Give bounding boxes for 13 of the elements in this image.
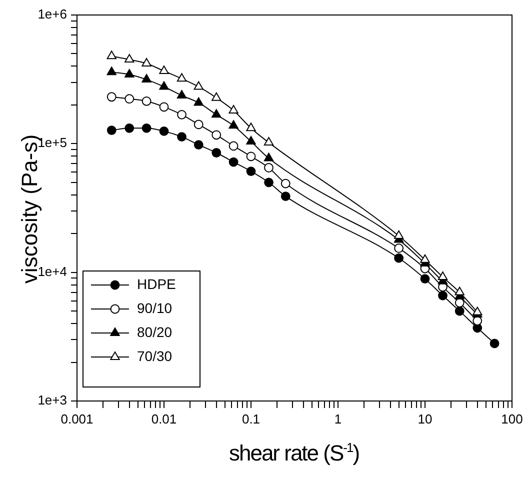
legend-label: 70/30 [137,348,172,364]
x-tick-label: 0.01 [151,411,177,426]
x-tick-label: 0.1 [242,411,260,426]
x-tick-label: 100 [501,411,523,426]
legend-label: 90/10 [137,300,172,316]
x-tick-label: 0.001 [60,411,94,426]
y-tick-label: 1e+6 [38,6,67,22]
legend-label: HDPE [137,276,176,292]
legend-label: 80/20 [137,324,172,340]
x-axis-title: shear rate (S$^{-1}$) [228,440,360,466]
y-tick-label: 1e+3 [38,392,67,408]
x-tick-label: 10 [418,411,432,426]
x-tick-label: 1 [334,411,342,426]
